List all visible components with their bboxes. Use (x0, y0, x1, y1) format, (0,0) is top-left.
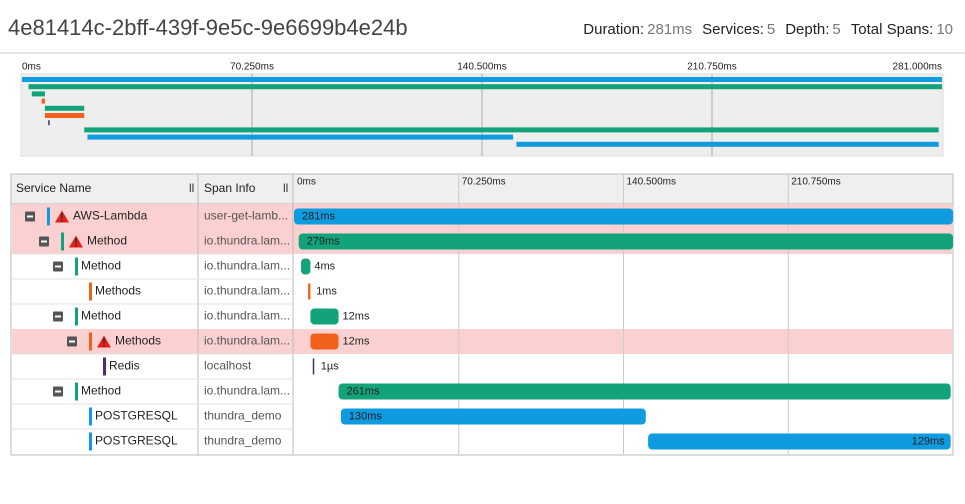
service-color (61, 232, 64, 251)
span-info: io.thundra.lam... (204, 334, 290, 348)
service-name: AWS-Lambda (73, 209, 148, 223)
span-info: io.thundra.lam... (204, 309, 290, 323)
minimap-span (87, 134, 514, 140)
stat-value: 5 (832, 21, 840, 38)
column-header[interactable]: Span Info (204, 181, 256, 195)
minimap-span (28, 84, 943, 90)
error-row (12, 329, 952, 354)
service-color (75, 307, 78, 326)
span-duration: 130ms (349, 410, 383, 422)
trace-id: 4e81414c-2bff-439f-9e5c-9e6699b4e24b (8, 15, 408, 40)
service-name: POSTGRESQL (95, 409, 178, 423)
minimap-span (84, 127, 939, 133)
stat-value: 5 (767, 21, 775, 38)
span-bar[interactable] (312, 358, 315, 375)
error-mark: ! (102, 336, 106, 350)
minimap-span (516, 141, 939, 147)
timeline-tick-label: 140.500ms (627, 177, 676, 188)
span-duration: 4ms (314, 260, 335, 272)
timeline-tick-label: 0ms (297, 177, 316, 188)
span-duration: 281ms (302, 210, 336, 222)
service-name: Methods (115, 334, 161, 348)
service-color (75, 257, 78, 276)
span-bar[interactable] (294, 208, 953, 225)
span-info: io.thundra.lam... (204, 259, 290, 273)
service-color (47, 207, 50, 226)
span-bar[interactable] (308, 283, 311, 300)
span-bar[interactable] (648, 433, 951, 450)
span-info: thundra_demo (204, 434, 282, 448)
minimap-tick-label: 210.750ms (687, 62, 736, 73)
minimap-span (41, 98, 45, 104)
span-info: io.thundra.lam... (204, 234, 290, 248)
service-name: Method (81, 309, 121, 323)
resize-handle[interactable]: ll (189, 181, 194, 195)
error-icon (97, 335, 111, 348)
minimap-span (44, 105, 85, 111)
service-color (89, 432, 92, 451)
span-duration: 12ms (343, 335, 370, 347)
minimap-tick-label: 281.000ms (893, 62, 942, 73)
span-duration: 279ms (307, 235, 341, 247)
minimap-tick-label: 0ms (22, 62, 41, 73)
minimap-tick-label: 140.500ms (457, 62, 506, 73)
service-color (89, 332, 92, 351)
service-color (89, 407, 92, 426)
span-bar[interactable] (310, 308, 339, 325)
span-bar[interactable] (340, 408, 646, 425)
stat-label: Total Spans: (851, 21, 934, 38)
span-bar[interactable] (298, 233, 953, 250)
service-color (75, 382, 78, 401)
stat-label: Duration: (583, 21, 644, 38)
service-name: POSTGRESQL (95, 434, 178, 448)
service-name: Method (87, 234, 127, 248)
minimap-span (22, 77, 942, 82)
span-duration: 1µs (321, 360, 339, 372)
service-name: Redis (109, 359, 140, 373)
minimap-tick-label: 70.250ms (230, 62, 274, 73)
error-icon (55, 210, 69, 223)
service-color (89, 282, 92, 301)
minimap-span (44, 113, 85, 118)
minimap-span (31, 91, 45, 97)
timeline-tick-label: 210.750ms (791, 177, 840, 188)
minimap-span (48, 120, 50, 126)
service-name: Methods (95, 284, 141, 298)
stat-label: Services: (702, 21, 764, 38)
column-header[interactable]: Service Name (16, 181, 92, 195)
stat-value: 10 (936, 21, 953, 38)
span-bar[interactable] (301, 258, 311, 275)
service-name: Method (81, 384, 121, 398)
span-duration: 12ms (343, 310, 370, 322)
service-color (103, 357, 106, 376)
error-icon (69, 235, 83, 248)
span-info: user-get-lamb... (204, 209, 288, 223)
stat-label: Depth: (785, 21, 829, 38)
error-mark: ! (60, 211, 64, 225)
span-duration: 261ms (347, 385, 381, 397)
span-info: localhost (204, 359, 252, 373)
span-info: thundra_demo (204, 409, 282, 423)
stat-value: 281ms (647, 21, 692, 38)
span-bar[interactable] (338, 383, 951, 400)
span-info: io.thundra.lam... (204, 384, 290, 398)
span-info: io.thundra.lam... (204, 284, 290, 298)
error-mark: ! (74, 236, 78, 250)
service-name: Method (81, 259, 121, 273)
span-bar[interactable] (310, 333, 339, 350)
span-duration: 1ms (316, 285, 337, 297)
span-duration: 129ms (912, 435, 946, 447)
resize-handle[interactable]: ll (283, 181, 288, 195)
timeline-tick-label: 70.250ms (462, 177, 506, 188)
